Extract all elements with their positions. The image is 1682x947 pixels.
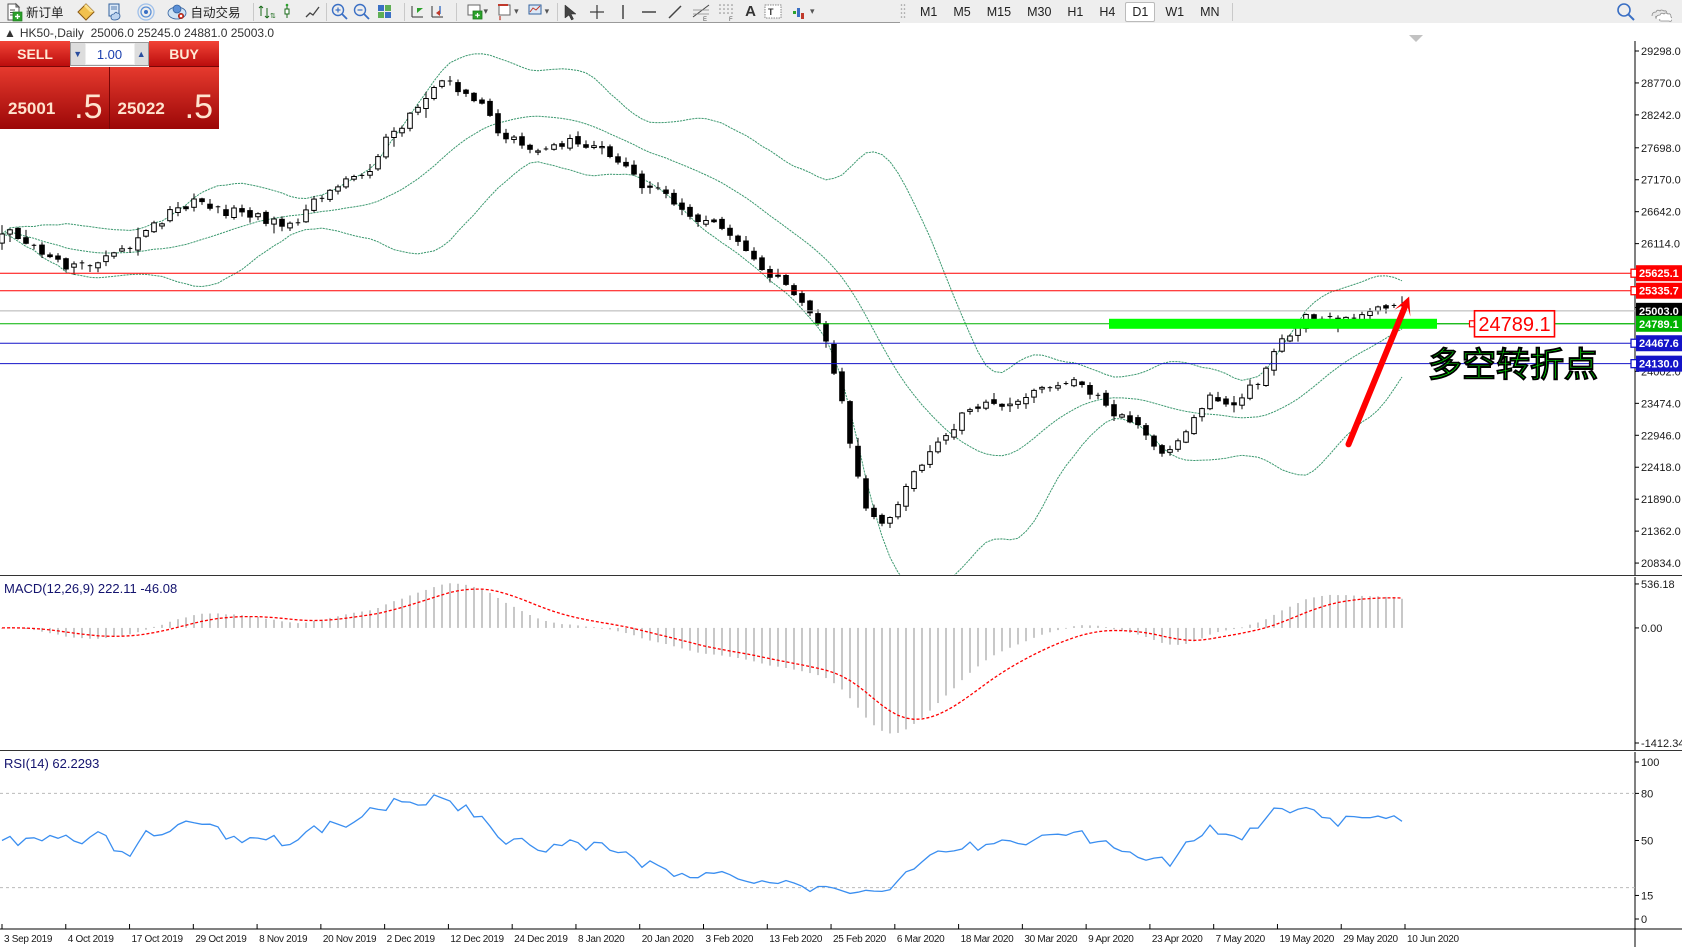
svg-text:8 Nov 2019: 8 Nov 2019 — [259, 934, 308, 945]
svg-text:19 May 2020: 19 May 2020 — [1279, 934, 1334, 945]
svg-text:27170.0: 27170.0 — [1641, 175, 1681, 187]
svg-text:23 Apr 2020: 23 Apr 2020 — [1152, 934, 1203, 945]
svg-text:E: E — [703, 17, 707, 22]
svg-text:12 Dec 2019: 12 Dec 2019 — [450, 934, 504, 945]
svg-text:25335.7: 25335.7 — [1639, 286, 1679, 298]
svg-text:100: 100 — [1641, 757, 1659, 769]
svg-text:20 Jan 2020: 20 Jan 2020 — [642, 934, 694, 945]
svg-text:0: 0 — [1641, 914, 1647, 926]
svg-text:24130.0: 24130.0 — [1639, 359, 1679, 371]
svg-text:2 Dec 2019: 2 Dec 2019 — [387, 934, 436, 945]
svg-text:22946.0: 22946.0 — [1641, 430, 1681, 442]
svg-text:3 Feb 2020: 3 Feb 2020 — [706, 934, 754, 945]
svg-text:28242.0: 28242.0 — [1641, 110, 1681, 122]
svg-text:28770.0: 28770.0 — [1641, 78, 1681, 90]
svg-text:3 Sep 2019: 3 Sep 2019 — [4, 934, 53, 945]
svg-text:26642.0: 26642.0 — [1641, 207, 1681, 219]
svg-text:10 Jun 2020: 10 Jun 2020 — [1407, 934, 1459, 945]
svg-text:50: 50 — [1641, 836, 1653, 848]
svg-text:25 Feb 2020: 25 Feb 2020 — [833, 934, 887, 945]
svg-text:MACD(12,26,9) 222.11 -46.08: MACD(12,26,9) 222.11 -46.08 — [4, 581, 177, 596]
svg-text:⇅: ⇅ — [270, 13, 276, 20]
svg-text:7 May 2020: 7 May 2020 — [1216, 934, 1266, 945]
svg-text:-1412.34: -1412.34 — [1641, 738, 1682, 750]
svg-text:22418.0: 22418.0 — [1641, 462, 1681, 474]
svg-text:15: 15 — [1641, 890, 1653, 902]
svg-text:4 Oct 2019: 4 Oct 2019 — [68, 934, 115, 945]
svg-text:25625.1: 25625.1 — [1639, 268, 1679, 280]
svg-text:21362.0: 21362.0 — [1641, 526, 1681, 538]
svg-text:21890.0: 21890.0 — [1641, 494, 1681, 506]
svg-text:T: T — [768, 7, 774, 17]
svg-text:20 Nov 2019: 20 Nov 2019 — [323, 934, 377, 945]
svg-text:23474.0: 23474.0 — [1641, 398, 1681, 410]
svg-text:29 May 2020: 29 May 2020 — [1343, 934, 1398, 945]
svg-text:8 Jan 2020: 8 Jan 2020 — [578, 934, 625, 945]
svg-text:24789.1: 24789.1 — [1639, 319, 1679, 331]
svg-text:80: 80 — [1641, 788, 1653, 800]
svg-text:27698.0: 27698.0 — [1641, 143, 1681, 155]
svg-text:0.00: 0.00 — [1641, 623, 1662, 635]
svg-text:29 Oct 2019: 29 Oct 2019 — [195, 934, 247, 945]
svg-text:24789.1: 24789.1 — [1478, 314, 1550, 336]
svg-text:9 Apr 2020: 9 Apr 2020 — [1088, 934, 1134, 945]
svg-text:多空转折点: 多空转折点 — [1428, 347, 1598, 385]
svg-text:RSI(14) 62.2293: RSI(14) 62.2293 — [4, 756, 99, 771]
svg-text:13 Feb 2020: 13 Feb 2020 — [769, 934, 823, 945]
svg-text:536.18: 536.18 — [1641, 579, 1675, 591]
svg-text:6 Mar 2020: 6 Mar 2020 — [897, 934, 945, 945]
svg-text:F: F — [729, 17, 733, 22]
svg-text:18 Mar 2020: 18 Mar 2020 — [961, 934, 1015, 945]
svg-text:24 Dec 2019: 24 Dec 2019 — [514, 934, 568, 945]
svg-text:24467.6: 24467.6 — [1639, 338, 1679, 350]
svg-text:20834.0: 20834.0 — [1641, 558, 1681, 570]
svg-text:30 Mar 2020: 30 Mar 2020 — [1024, 934, 1078, 945]
svg-text:26114.0: 26114.0 — [1641, 239, 1680, 251]
svg-text:17 Oct 2019: 17 Oct 2019 — [132, 934, 184, 945]
svg-text:29298.0: 29298.0 — [1641, 46, 1681, 58]
